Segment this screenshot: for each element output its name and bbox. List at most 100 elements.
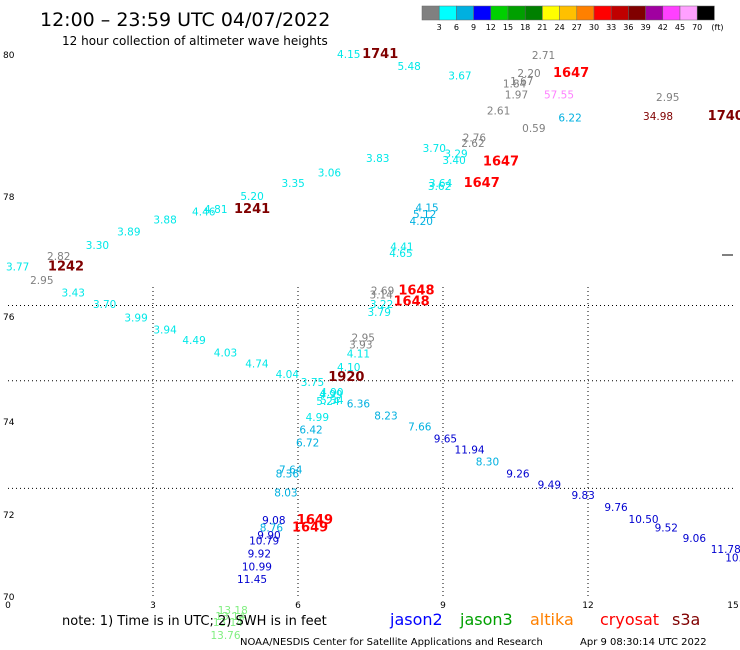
- y-tick-label: 70: [3, 593, 15, 603]
- wave-height-label: 3.67: [448, 71, 471, 83]
- pass-time-label: 1648: [393, 294, 429, 309]
- wave-height-label: 3.22: [370, 299, 393, 311]
- wave-height-label: 9.49: [538, 479, 561, 491]
- wave-height-label: 9.52: [655, 522, 678, 534]
- y-tick-label: 80: [3, 51, 15, 61]
- chart-subtitle: 12 hour collection of altimeter wave hei…: [62, 34, 328, 48]
- legend-label: 70: [692, 23, 702, 32]
- wave-height-label: 9.26: [506, 469, 530, 481]
- satellite-cryosat: cryosat: [600, 610, 659, 629]
- wave-height-label: 1.67: [510, 76, 533, 88]
- wave-height-label: 2.62: [461, 138, 484, 150]
- satellite-jason3: jason3: [459, 610, 513, 629]
- legend-label: 9: [471, 23, 476, 32]
- wave-height-label: 4.15: [337, 49, 360, 61]
- x-tick-label: 9: [440, 601, 446, 611]
- wave-height-label: 3.99: [124, 313, 147, 325]
- legend-label: 24: [555, 23, 565, 32]
- legend-label: 12: [486, 23, 496, 32]
- wave-height-label: 2.95: [656, 92, 679, 104]
- wave-height-label: 3.79: [368, 307, 391, 319]
- y-tick-label: 72: [3, 511, 14, 521]
- pass-time-label: 1920: [328, 370, 364, 385]
- color-legend: 3 6 9 12 15 18 21 24 27 30 33 36 39 42 45 70 (ft): [421, 5, 723, 32]
- wave-height-label: 4.03: [214, 348, 237, 360]
- wave-height-label: 4.65: [389, 248, 412, 260]
- wave-height-label: 3.30: [86, 240, 109, 252]
- wave-height-label: 4.04: [276, 369, 300, 381]
- wave-height-label: 9.06: [683, 533, 707, 545]
- wave-height-label: 6.22: [558, 112, 581, 124]
- wave-height-label: 13.76: [210, 630, 240, 642]
- x-tick-label: 15: [727, 601, 738, 611]
- legend-swatch: [593, 5, 612, 21]
- wave-height-label: 8.23: [374, 411, 397, 423]
- wave-height-label: 5.48: [397, 61, 420, 73]
- chart-title: 12:00 – 23:59 UTC 04/07/2022: [40, 9, 330, 31]
- wave-height-label: 9.65: [434, 434, 457, 446]
- wave-height-label: 3.77: [6, 262, 29, 274]
- legend-swatch: [610, 5, 629, 21]
- wave-height-label: 4.15: [415, 202, 438, 214]
- legend-label: 27: [572, 23, 582, 32]
- legend-label: 18: [520, 23, 530, 32]
- legend-swatch: [507, 5, 526, 21]
- wave-height-label: 5.24: [316, 396, 340, 408]
- wave-height-label: 13.14: [213, 617, 243, 629]
- wave-height-label: 11.94: [455, 444, 485, 456]
- wave-height-label: 4.99: [319, 389, 342, 401]
- x-tick-label: 12: [582, 601, 593, 611]
- legend-label: 39: [641, 23, 651, 32]
- wave-height-label: 3.94: [153, 324, 177, 336]
- wave-height-label: 2.82: [47, 251, 70, 263]
- pass-time-label: 1648: [398, 284, 434, 299]
- wave-height-label: 3.29: [444, 149, 467, 161]
- legend-unit: (ft): [711, 23, 723, 32]
- wave-height-label: 6.42: [299, 425, 322, 437]
- wave-height-label: 3.83: [366, 153, 389, 165]
- legend-swatch: [542, 5, 560, 21]
- wave-height-label: 4.46: [192, 207, 216, 219]
- wave-height-label: 9.08: [262, 515, 285, 527]
- x-tick-label: 6: [295, 601, 301, 611]
- wave-height-label: 10.79: [249, 535, 279, 547]
- wave-height-label: 3.88: [153, 215, 176, 227]
- legend-swatch: [456, 5, 474, 21]
- wave-height-label: 8.30: [476, 456, 499, 468]
- wave-height-label: 2.71: [532, 50, 555, 62]
- y-tick-label: 74: [3, 418, 15, 428]
- pass-time-label: 1649: [297, 513, 333, 528]
- wave-height-label: 8.76: [260, 522, 284, 534]
- wave-height-label: 4.49: [182, 335, 205, 347]
- legend-swatch: [679, 5, 698, 21]
- wave-height-label: 5.20: [240, 191, 263, 203]
- wave-height-label: 3.14: [369, 289, 393, 301]
- wave-height-label: 2.69: [371, 286, 394, 298]
- legend-swatch: [576, 5, 595, 21]
- legend-label: 6: [454, 23, 459, 32]
- wave-height-label: 9.92: [248, 548, 271, 560]
- footer-note: note: 1) Time is in UTC; 2) SWH is in fe…: [62, 614, 327, 629]
- wave-height-label: 9.83: [571, 490, 594, 502]
- wave-height-label: 2.95: [352, 333, 375, 345]
- legend-swatch: [559, 5, 578, 21]
- legend-label: 21: [537, 23, 547, 32]
- wave-height-label: 4.74: [245, 358, 269, 370]
- wave-height-label: 7.64: [279, 464, 303, 476]
- x-tick-label: 0: [5, 601, 11, 611]
- pass-time-label: 1649: [292, 520, 328, 535]
- legend-swatch: [696, 5, 715, 21]
- wave-height-label: 4.10: [337, 362, 360, 374]
- wave-height-label: 10.50: [629, 514, 659, 526]
- y-tick-label: 78: [3, 193, 15, 203]
- wave-height-label: 34.98: [643, 111, 673, 123]
- wave-height-label: 3.62: [428, 181, 451, 193]
- wave-height-label: 0.59: [522, 123, 545, 135]
- wave-height-label: 2.95: [30, 275, 53, 287]
- pass-time-label: 1241: [234, 202, 270, 217]
- grid: [8, 254, 733, 596]
- legend-label: 36: [623, 23, 633, 32]
- wave-height-label: 11.78: [711, 544, 740, 556]
